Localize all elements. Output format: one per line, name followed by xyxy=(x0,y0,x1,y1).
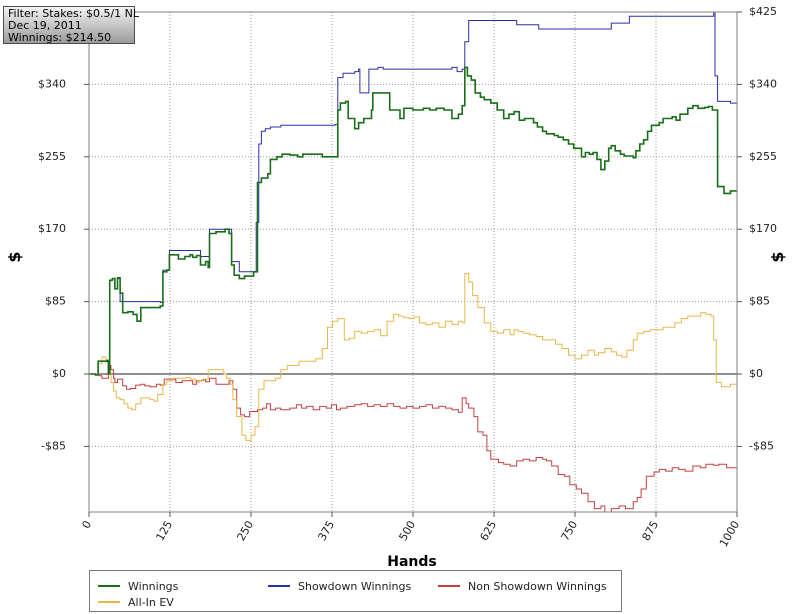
x-tick-label: 625 xyxy=(477,519,499,544)
legend-item-non-showdown-winnings: Non Showdown Winnings xyxy=(438,579,607,593)
x-tick-label: 250 xyxy=(234,519,256,544)
y-tick-label-left: $170 xyxy=(38,222,66,235)
x-tick-label: 1000 xyxy=(717,519,742,550)
series-line-all-in-ev xyxy=(89,273,737,441)
series-line-winnings xyxy=(89,66,737,376)
legend-label-winnings: Winnings xyxy=(128,579,179,593)
legend-label-showdown-winnings: Showdown Winnings xyxy=(298,579,412,593)
x-tick-label: 375 xyxy=(315,519,337,544)
y-axis-label-right: $ xyxy=(768,251,787,262)
y-tick-label-left: -$85 xyxy=(41,439,66,452)
x-tick-label: 0 xyxy=(79,519,94,532)
legend-swatch-all-in-ev xyxy=(98,601,120,603)
y-tick-label-left: $340 xyxy=(38,77,66,90)
series-line-non-showdown-winnings xyxy=(89,365,737,512)
legend-swatch-winnings xyxy=(98,585,120,587)
y-tick-label-right: $340 xyxy=(749,77,777,90)
legend-label-non-showdown-winnings: Non Showdown Winnings xyxy=(468,579,607,593)
legend-item-all-in-ev: All-In EV xyxy=(98,595,174,609)
x-tick-label: 875 xyxy=(639,519,661,544)
y-tick-label-right: $425 xyxy=(749,5,777,18)
legend-item-showdown-winnings: Showdown Winnings xyxy=(268,579,411,593)
y-tick-label-left: $255 xyxy=(38,150,66,163)
filter-winnings-text: Winnings: $214.50 xyxy=(8,31,112,44)
filter-info-box: Filter: Stakes: $0.5/1 NL Dec 19, 2011 W… xyxy=(3,6,140,44)
legend-item-winnings: Winnings xyxy=(98,579,178,593)
series-lines xyxy=(89,12,737,512)
series-line-showdown-winnings xyxy=(89,12,737,376)
y-tick-label-right: $85 xyxy=(749,295,770,308)
y-tick-label-right: $0 xyxy=(749,367,763,380)
x-axis-label: Hands xyxy=(387,554,437,570)
legend: Winnings Showdown Winnings Non Showdown … xyxy=(89,570,622,612)
legend-swatch-non-showdown-winnings xyxy=(438,585,460,587)
y-tick-label-right: $170 xyxy=(749,222,777,235)
y-tick-label-left: $0 xyxy=(52,367,66,380)
legend-label-all-in-ev: All-In EV xyxy=(128,595,174,609)
legend-swatch-showdown-winnings xyxy=(268,585,290,587)
y-tick-label-left: $85 xyxy=(45,295,66,308)
x-tick-label: 125 xyxy=(153,519,175,544)
filter-stakes-text: Filter: Stakes: $0.5/1 NL xyxy=(8,7,140,20)
y-axis-label-left: $ xyxy=(5,251,24,262)
x-tick-label: 750 xyxy=(558,519,580,544)
filter-date-text: Dec 19, 2011 xyxy=(8,19,82,32)
y-tick-label-right: $255 xyxy=(749,150,777,163)
x-tick-label: 500 xyxy=(396,519,418,544)
y-tick-label-right: -$85 xyxy=(749,439,774,452)
